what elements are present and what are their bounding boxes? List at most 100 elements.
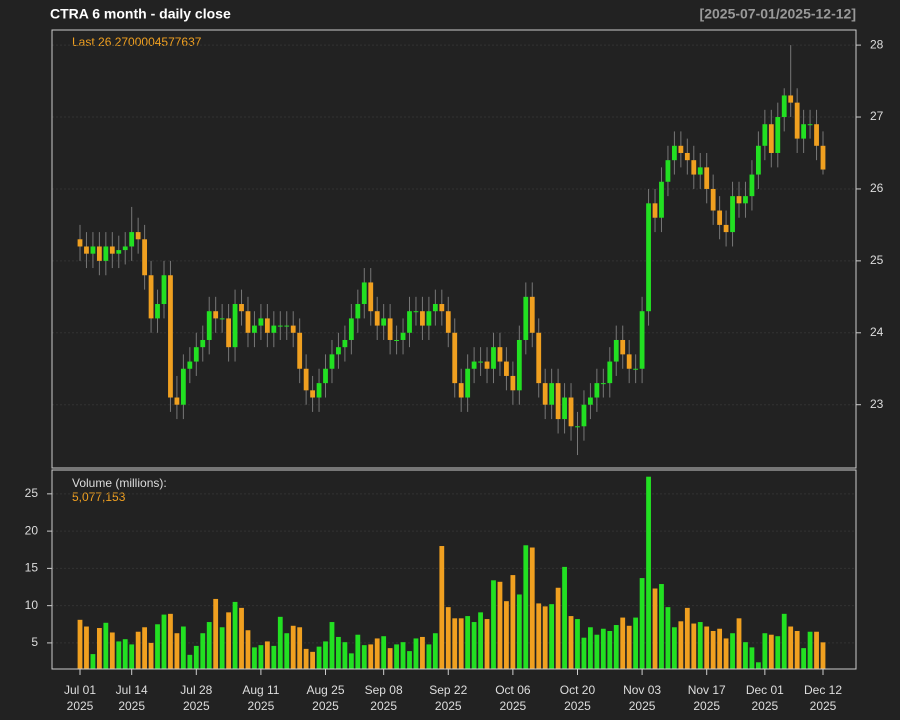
x-tick-label-year: 2025 [810,699,837,713]
x-tick-label: Jul 01 2025 [64,683,96,713]
x-tick-label: Nov 03 2025 [623,683,661,713]
volume-bar [77,619,83,669]
volume-bar [717,628,723,669]
x-tick-label-date: Sep 22 [429,683,467,697]
volume-bar [174,633,180,669]
x-tick-label-date: Jul 01 [64,683,96,697]
x-tick-label: Oct 06 2025 [495,683,531,713]
candle-body [174,397,180,405]
volume-bar [549,604,555,669]
volume-bar [109,632,115,669]
candle-body [239,304,244,312]
candle-body [77,239,83,247]
volume-bar [213,598,219,669]
volume-bar [193,645,199,669]
candle-body [452,332,458,384]
candle-body [400,332,406,340]
volume-bar [200,633,206,669]
x-tick-label-year: 2025 [629,699,656,713]
volume-bar [155,624,160,669]
x-tick-label-year: 2025 [752,699,779,713]
volume-bar [659,584,664,669]
volume-bar [161,614,167,669]
candle-body [710,188,716,211]
volume-bar [762,633,768,669]
volume-bar [588,627,593,669]
volume-bar [736,618,742,669]
candle-body [135,232,141,240]
candle-body [84,246,89,254]
volume-bar [458,618,464,669]
x-tick-label-date: Jul 28 [180,683,212,697]
volume-bar [180,626,186,669]
candle-body [646,203,651,312]
volume-bar [84,626,89,669]
volume-bar [749,647,755,669]
candle-body [814,124,819,146]
volume-bar [755,662,761,669]
volume-bar [303,648,309,669]
candle-body [187,361,193,369]
candle-body [90,246,96,254]
candle-body [717,210,723,225]
candle-body [794,102,800,139]
volume-bar [775,636,781,669]
volume-bar [600,628,606,669]
candle-body [788,95,794,103]
candle-body [264,318,270,333]
volume-bar [90,654,96,669]
volume-bar [407,651,412,669]
panel-frame [51,469,857,670]
volume-bar [768,634,774,669]
x-tick-label-date: Oct 06 [495,683,531,697]
y-tick-label: 20 [25,523,39,537]
candle-body [652,203,658,218]
candle-body [730,196,735,233]
candle-body [562,397,567,420]
x-tick-label-year: 2025 [67,699,94,713]
candle-body [510,375,516,391]
candle-body [529,296,535,333]
candle-body [336,347,341,355]
candle-body [310,390,315,398]
candle-body [445,311,451,333]
volume-bar [252,647,257,669]
volume-bar [723,638,729,669]
volume-bar [316,646,322,669]
volume-bar [264,641,270,669]
volume-bar [400,642,406,669]
x-tick-label-year: 2025 [435,699,462,713]
candle-body [303,368,309,391]
candle-body [258,318,264,326]
candle-body [148,275,154,319]
candle-body [168,275,173,398]
panel-frame [51,29,857,469]
candle-body [678,145,684,153]
volume-bar [232,601,238,669]
volume-bar [342,642,348,669]
x-tick-label-date: Nov 03 [623,683,661,697]
candle-body [381,318,387,326]
volume-bar [555,587,561,669]
volume-bar [542,606,548,669]
x-tick-label-year: 2025 [370,699,397,713]
y-tick-label: 25 [25,486,39,500]
volume-bar [465,616,471,669]
volume-bar [323,641,328,669]
x-tick-label-date: Sep 08 [365,683,403,697]
volume-bar [439,546,445,669]
volume-bar [497,581,503,669]
volume-bar [536,603,542,669]
volume-bar [394,644,399,669]
volume-bar [420,636,425,669]
volume-bar [387,648,393,669]
candle-body [426,311,432,326]
candle-body [122,246,128,251]
volume-bar [219,627,225,669]
x-tick-label-date: Nov 17 [688,683,726,697]
volume-bar [271,645,277,669]
candle-body [161,275,167,305]
volume-bar [310,651,315,669]
